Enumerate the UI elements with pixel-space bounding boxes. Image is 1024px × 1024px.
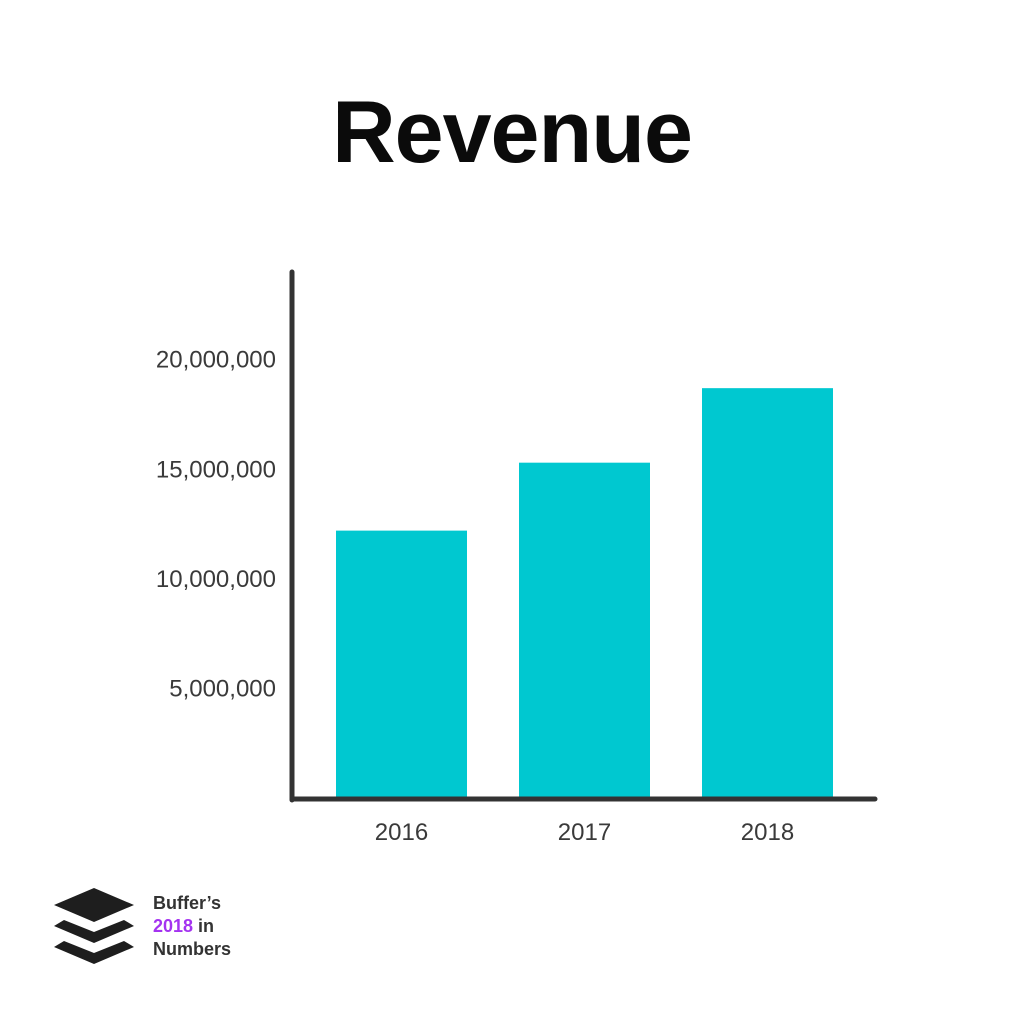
y-tick-labels: 5,000,000 10,000,000 15,000,000 20,000,000 <box>156 347 276 703</box>
logo-line-2: 2018 in <box>153 915 231 938</box>
y-tick-label-15000000: 15,000,000 <box>156 456 276 483</box>
logo-line-1: Buffer’s <box>153 893 222 913</box>
buffer-logo: Buffer’s 2018 in Numbers <box>52 884 252 974</box>
x-tick-label-2018: 2018 <box>741 819 794 846</box>
x-tick-label-2016: 2016 <box>375 819 428 846</box>
axes <box>289 269 878 803</box>
x-tick-label-2017: 2017 <box>558 819 611 846</box>
bar-2016 <box>336 530 467 798</box>
logo-in: in <box>193 916 215 936</box>
y-tick-label-20000000: 20,000,000 <box>156 347 276 374</box>
bar-2017 <box>519 462 650 798</box>
logo-year: 2018 <box>153 916 194 936</box>
bars-layer <box>336 388 833 798</box>
y-tick-label-5000000: 5,000,000 <box>169 675 276 702</box>
x-tick-labels: 2016 2017 2018 <box>375 819 794 846</box>
chart-title: Revenue <box>332 82 693 181</box>
buffer-stack-icon <box>54 888 134 964</box>
logo-line-3: Numbers <box>153 939 232 959</box>
logo-caption: Buffer’s 2018 in Numbers <box>153 892 231 961</box>
bar-2018 <box>702 388 833 798</box>
y-tick-label-10000000: 10,000,000 <box>156 566 276 593</box>
